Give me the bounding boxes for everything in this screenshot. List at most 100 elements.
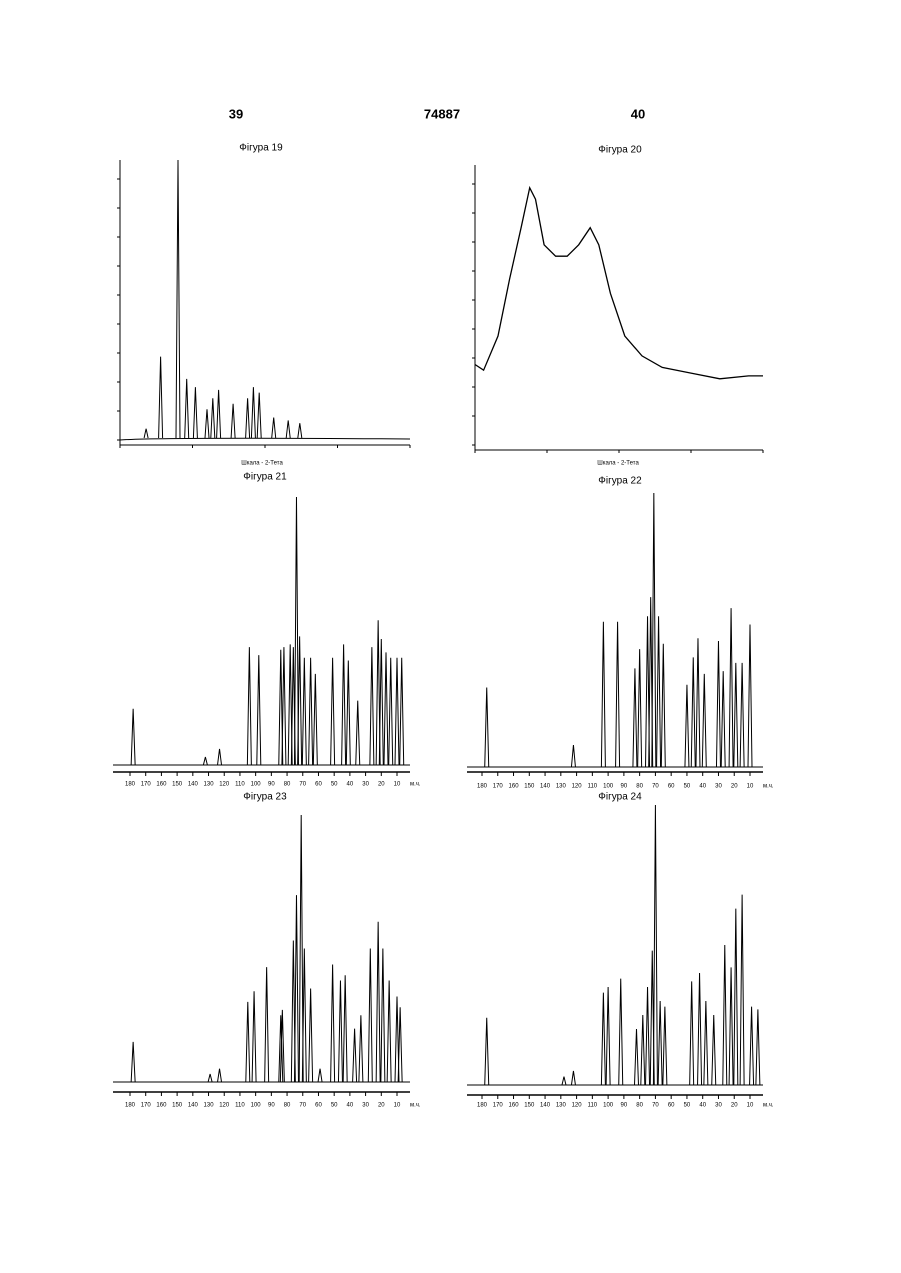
peak: [387, 981, 391, 1082]
tick-label: 20: [378, 782, 385, 788]
peak: [217, 390, 221, 438]
tick-label: 10: [394, 782, 401, 788]
tick-label: 120: [572, 1103, 583, 1109]
tick-label: 40: [699, 1103, 706, 1109]
tick-label: 60: [668, 784, 675, 790]
peak: [395, 658, 399, 765]
tick-label: 160: [156, 782, 167, 788]
peak: [619, 979, 623, 1085]
peak: [211, 398, 215, 438]
peak: [246, 1002, 250, 1082]
tick-label: 130: [204, 782, 215, 788]
tick-label: 90: [621, 1103, 628, 1109]
peak: [384, 652, 388, 765]
peak: [203, 757, 207, 765]
peak: [218, 1069, 222, 1082]
peak: [658, 1001, 662, 1085]
tick-label: 80: [636, 784, 643, 790]
tick-label: 30: [362, 1103, 369, 1109]
peak: [302, 658, 306, 765]
peak: [748, 625, 752, 767]
peak: [331, 965, 335, 1082]
tick-label: 140: [540, 1103, 551, 1109]
peak: [571, 1071, 575, 1085]
tick-label: 180: [125, 782, 136, 788]
tick-label: 60: [315, 1103, 322, 1109]
curve: [475, 188, 763, 379]
peak: [368, 949, 372, 1083]
peak: [246, 398, 250, 438]
tick-label: 100: [603, 784, 614, 790]
peak: [661, 644, 665, 767]
peak: [131, 709, 135, 765]
peak: [231, 404, 235, 438]
tick-label: 80: [284, 782, 291, 788]
peak: [704, 1001, 708, 1085]
peak: [218, 749, 222, 765]
peak: [185, 379, 189, 438]
peak: [729, 967, 733, 1085]
figure-title: Фігура 20: [598, 145, 642, 156]
peak: [734, 909, 738, 1085]
peak: [601, 622, 605, 767]
peak: [359, 1015, 363, 1082]
tick-label: 90: [268, 1103, 275, 1109]
tick-label: 120: [219, 1103, 230, 1109]
tick-label: 100: [603, 1103, 614, 1109]
peak: [562, 1077, 566, 1085]
tick-label: 30: [362, 782, 369, 788]
peak: [638, 649, 642, 767]
tick-label: 40: [347, 1103, 354, 1109]
axis-label: Шкала - 2-Тета: [597, 461, 639, 467]
peak: [657, 616, 661, 767]
tick-label: 150: [172, 782, 183, 788]
peak: [740, 895, 744, 1085]
peak: [331, 658, 335, 765]
peak: [712, 1015, 716, 1085]
peak: [740, 663, 744, 767]
peak: [338, 981, 342, 1082]
tick-label: 150: [524, 784, 535, 790]
peak: [616, 622, 620, 767]
peak: [376, 922, 380, 1082]
peak: [346, 660, 350, 765]
tick-label: 20: [731, 784, 738, 790]
peak: [721, 671, 725, 767]
figure-title: Фігура 23: [243, 792, 287, 803]
tick-label: 170: [493, 1103, 504, 1109]
peak: [159, 357, 163, 438]
tick-label: 140: [540, 784, 551, 790]
peak: [702, 674, 706, 767]
peak: [653, 805, 657, 1085]
peak: [379, 639, 383, 765]
peak: [634, 1029, 638, 1085]
tick-label: 130: [556, 1103, 567, 1109]
tick-label: 110: [588, 784, 598, 790]
tick-label: 110: [588, 1103, 598, 1109]
page: 39 74887 40 Фігура 19Шкала - 2-ТетаФігур…: [0, 0, 901, 1273]
peak: [691, 657, 695, 767]
baseline: [120, 438, 410, 440]
peak: [298, 423, 302, 438]
figure-title: Фігура 22: [598, 476, 642, 487]
tick-label: 70: [299, 782, 306, 788]
peak: [272, 418, 276, 438]
tick-label: 170: [493, 784, 504, 790]
tick-label: 180: [477, 1103, 488, 1109]
peak: [370, 647, 374, 765]
tick-label: 100: [251, 782, 262, 788]
peak: [298, 636, 302, 765]
tick-label: 10: [747, 1103, 754, 1109]
tick-label: 70: [652, 1103, 659, 1109]
peak: [485, 1018, 489, 1085]
peak: [633, 668, 637, 767]
tick-label: 20: [731, 1103, 738, 1109]
tick-label: 80: [284, 1103, 291, 1109]
unit-label: м.ч.: [763, 784, 774, 790]
tick-label: 50: [331, 782, 338, 788]
tick-label: 60: [315, 782, 322, 788]
peak: [601, 993, 605, 1085]
tick-label: 110: [235, 1103, 245, 1109]
peak: [342, 644, 346, 765]
figure-title: Фігура 21: [243, 472, 287, 483]
